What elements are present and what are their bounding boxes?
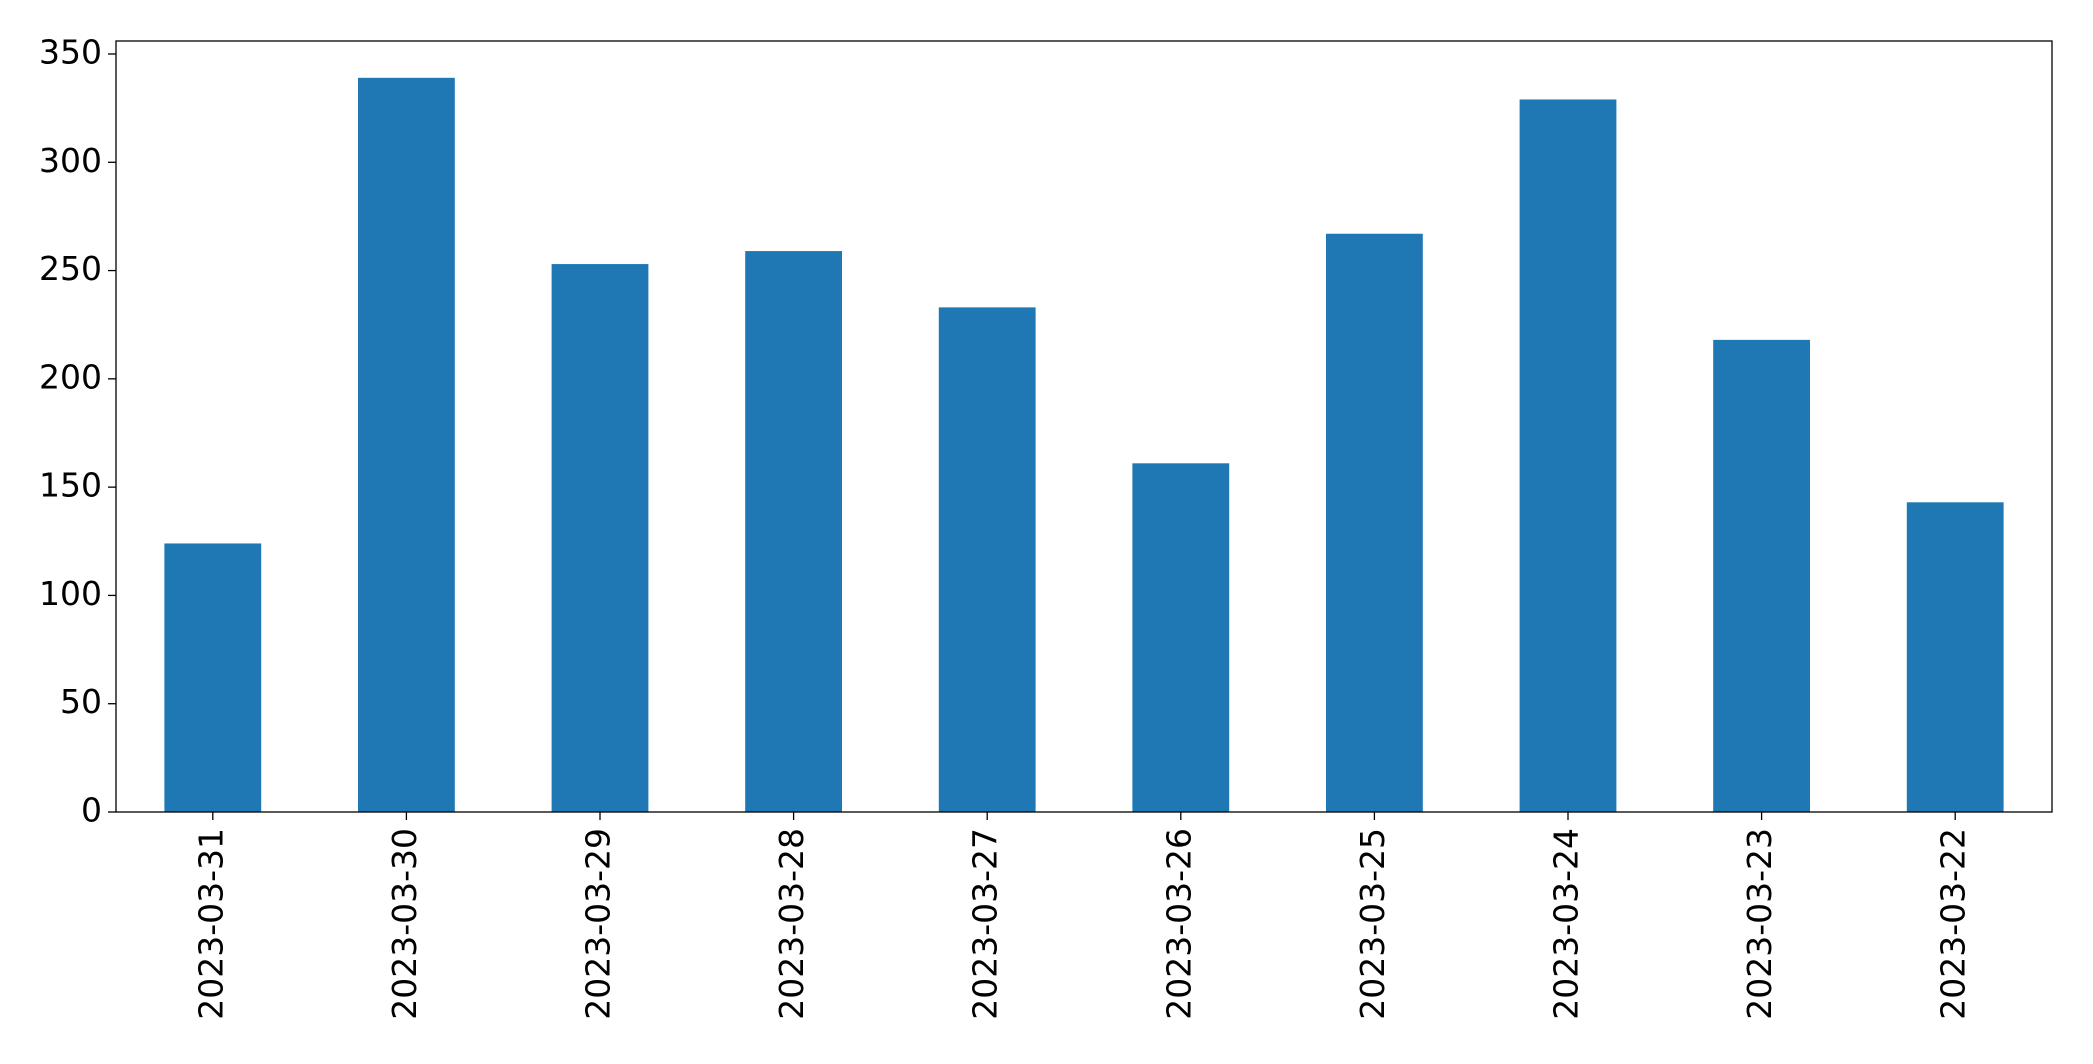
bar — [358, 77, 455, 813]
y-tick-label: 150 — [39, 466, 102, 505]
y-tick-label: 50 — [60, 682, 102, 721]
y-tick-label: 350 — [39, 32, 102, 71]
bar — [551, 264, 649, 813]
bar — [1326, 233, 1423, 812]
x-tick-label: 2023-03-23 — [1740, 828, 1779, 1020]
y-tick-label: 300 — [39, 141, 102, 180]
y-tick-label: 250 — [39, 249, 102, 288]
bar — [938, 307, 1036, 812]
x-tick-label: 2023-03-27 — [966, 828, 1005, 1020]
y-tick-label: 100 — [39, 574, 102, 613]
x-tick-label: 2023-03-31 — [191, 828, 230, 1020]
y-tick-label: 0 — [81, 791, 102, 830]
x-tick-label: 2023-03-24 — [1547, 828, 1586, 1020]
x-tick-label: 2023-03-30 — [385, 828, 424, 1020]
bar — [1906, 502, 2004, 812]
bar — [164, 543, 262, 812]
x-tick-label: 2023-03-26 — [1159, 828, 1198, 1020]
x-tick-label: 2023-03-28 — [772, 828, 811, 1020]
x-tick-label: 2023-03-22 — [1934, 828, 1973, 1020]
bar — [1713, 339, 1810, 812]
x-tick-label: 2023-03-29 — [579, 828, 618, 1020]
bar — [745, 251, 842, 813]
bar — [1519, 99, 1617, 812]
plot-frame — [115, 40, 2053, 813]
x-tick-label: 2023-03-25 — [1353, 828, 1392, 1020]
y-tick-label: 200 — [39, 357, 102, 396]
bar — [1132, 463, 1230, 812]
